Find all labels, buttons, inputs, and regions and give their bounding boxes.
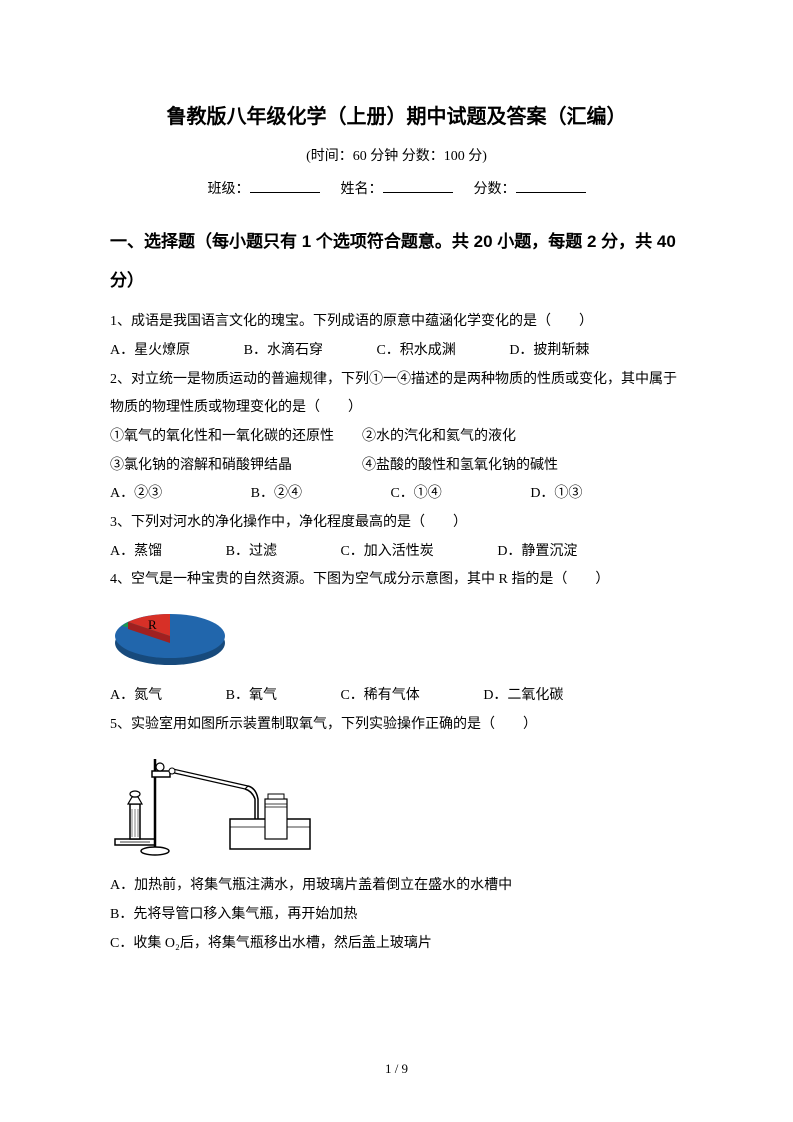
pie-chart-figure: R [110, 601, 683, 676]
svg-text:R: R [148, 617, 157, 632]
q3-option-b: B．过滤 [226, 538, 277, 567]
question-4-options: A．氮气 B．氧气 C．稀有气体 D．二氧化碳 [110, 682, 683, 711]
question-4-text: 4、空气是一种宝贵的自然资源。下图为空气成分示意图，其中 R 指的是（ ） [110, 566, 683, 595]
q4-option-d: D．二氧化碳 [483, 682, 563, 711]
q1-option-a: A．星火燎原 [110, 337, 190, 366]
name-blank [383, 177, 453, 193]
exam-subtitle: (时间：60 分钟 分数：100 分) [110, 145, 683, 165]
q2-option-c: C．①④ [390, 480, 441, 509]
score-blank [516, 177, 586, 193]
question-3-text: 3、下列对河水的净化操作中，净化程度最高的是（ ） [110, 509, 683, 538]
q2-option-a: A．②③ [110, 480, 162, 509]
score-label: 分数： [474, 182, 516, 197]
question-1-text: 1、成语是我国语言文化的瑰宝。下列成语的原意中蕴涵化学变化的是（ ） [110, 308, 683, 337]
q3-option-c: C．加入活性炭 [340, 538, 433, 567]
question-2-text: 2、对立统一是物质运动的普遍规律，下列①一④描述的是两种物质的性质或变化，其中属… [110, 366, 683, 423]
q1-option-b: B．水滴石穿 [244, 337, 323, 366]
apparatus-svg [110, 749, 330, 859]
page-number: 1 / 9 [0, 1061, 793, 1077]
apparatus-figure [110, 749, 683, 864]
q2-option-b: B．②④ [251, 480, 302, 509]
q4-option-b: B．氧气 [226, 682, 277, 711]
section-header: 一、选择题（每小题只有 1 个选项符合题意。共 20 小题，每题 2 分，共 4… [110, 222, 683, 300]
q3-option-a: A．蒸馏 [110, 538, 162, 567]
name-label: 姓名： [341, 182, 383, 197]
q2-option-d: D．①③ [530, 480, 582, 509]
q3-option-d: D．静置沉淀 [497, 538, 577, 567]
class-blank [250, 177, 320, 193]
student-info-line: 班级： 姓名： 分数： [110, 177, 683, 198]
q1-option-c: C．积水成渊 [376, 337, 455, 366]
question-5-text: 5、实验室用如图所示装置制取氧气，下列实验操作正确的是（ ） [110, 711, 683, 740]
class-label: 班级： [208, 182, 250, 197]
pie-chart-svg: R [110, 601, 240, 671]
q5-option-c: C．收集 O₂后，将集气瓶移出水槽，然后盖上玻璃片 [110, 930, 683, 959]
question-1-options: A．星火燎原 B．水滴石穿 C．积水成渊 D．披荆斩棘 [110, 337, 683, 366]
question-2-options: A．②③ B．②④ C．①④ D．①③ [110, 480, 683, 509]
q5-option-b: B．先将导管口移入集气瓶，再开始加热 [110, 901, 683, 930]
page-title: 鲁教版八年级化学（上册）期中试题及答案（汇编） [110, 100, 683, 129]
q4-option-a: A．氮气 [110, 682, 162, 711]
question-2-line2: ③氯化钠的溶解和硝酸钾结晶 ④盐酸的酸性和氢氧化钠的碱性 [110, 452, 683, 481]
question-2-line1: ①氧气的氧化性和一氧化碳的还原性 ②水的汽化和氦气的液化 [110, 423, 683, 452]
q5-option-a: A．加热前，将集气瓶注满水，用玻璃片盖着倒立在盛水的水槽中 [110, 872, 683, 901]
question-3-options: A．蒸馏 B．过滤 C．加入活性炭 D．静置沉淀 [110, 538, 683, 567]
q1-option-d: D．披荆斩棘 [509, 337, 589, 366]
q4-option-c: C．稀有气体 [340, 682, 419, 711]
